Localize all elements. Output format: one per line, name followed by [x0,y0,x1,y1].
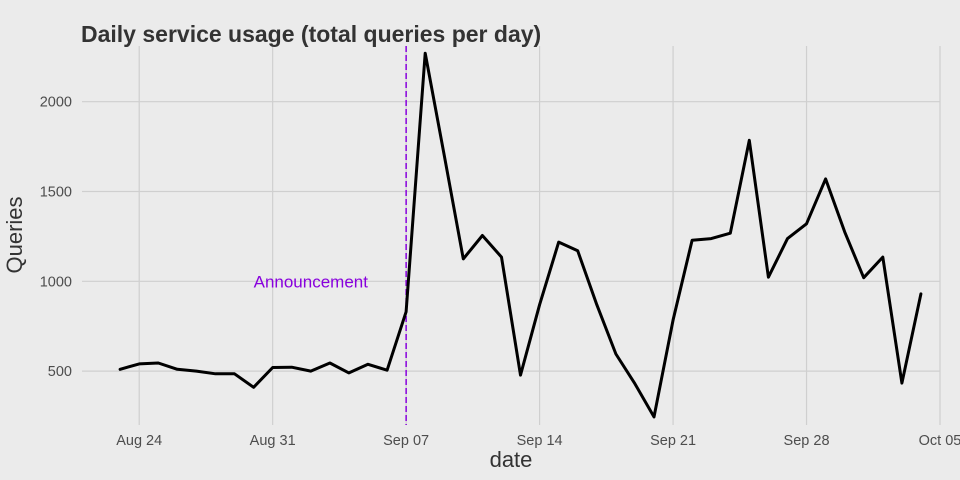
y-axis-title: Queries [2,196,27,273]
x-axis-title: date [490,447,533,472]
x-tick-label: Aug 24 [116,433,162,449]
chart-title: Daily service usage (total queries per d… [81,21,541,47]
tick-layer: 500 1000 1500 2000 Aug 24 Aug 31 Sep 07 Sep 14 S… [40,95,960,449]
series-line [118,51,923,419]
y-tick-label: 500 [48,364,72,380]
grid-layer [82,46,941,425]
x-tick-label: Sep 28 [784,433,830,449]
x-tick-label: Sep 21 [650,433,696,449]
x-tick-label: Oct 05 [919,433,960,449]
x-tick-label: Sep 14 [517,433,563,449]
x-tick-label: Aug 31 [250,433,296,449]
y-tick-label: 1000 [40,274,72,290]
y-tick-label: 2000 [40,95,72,111]
series-layer [118,51,923,419]
x-tick-label: Sep 07 [383,433,429,449]
annotation-label: Announcement [254,272,369,291]
y-tick-label: 1500 [40,184,72,200]
